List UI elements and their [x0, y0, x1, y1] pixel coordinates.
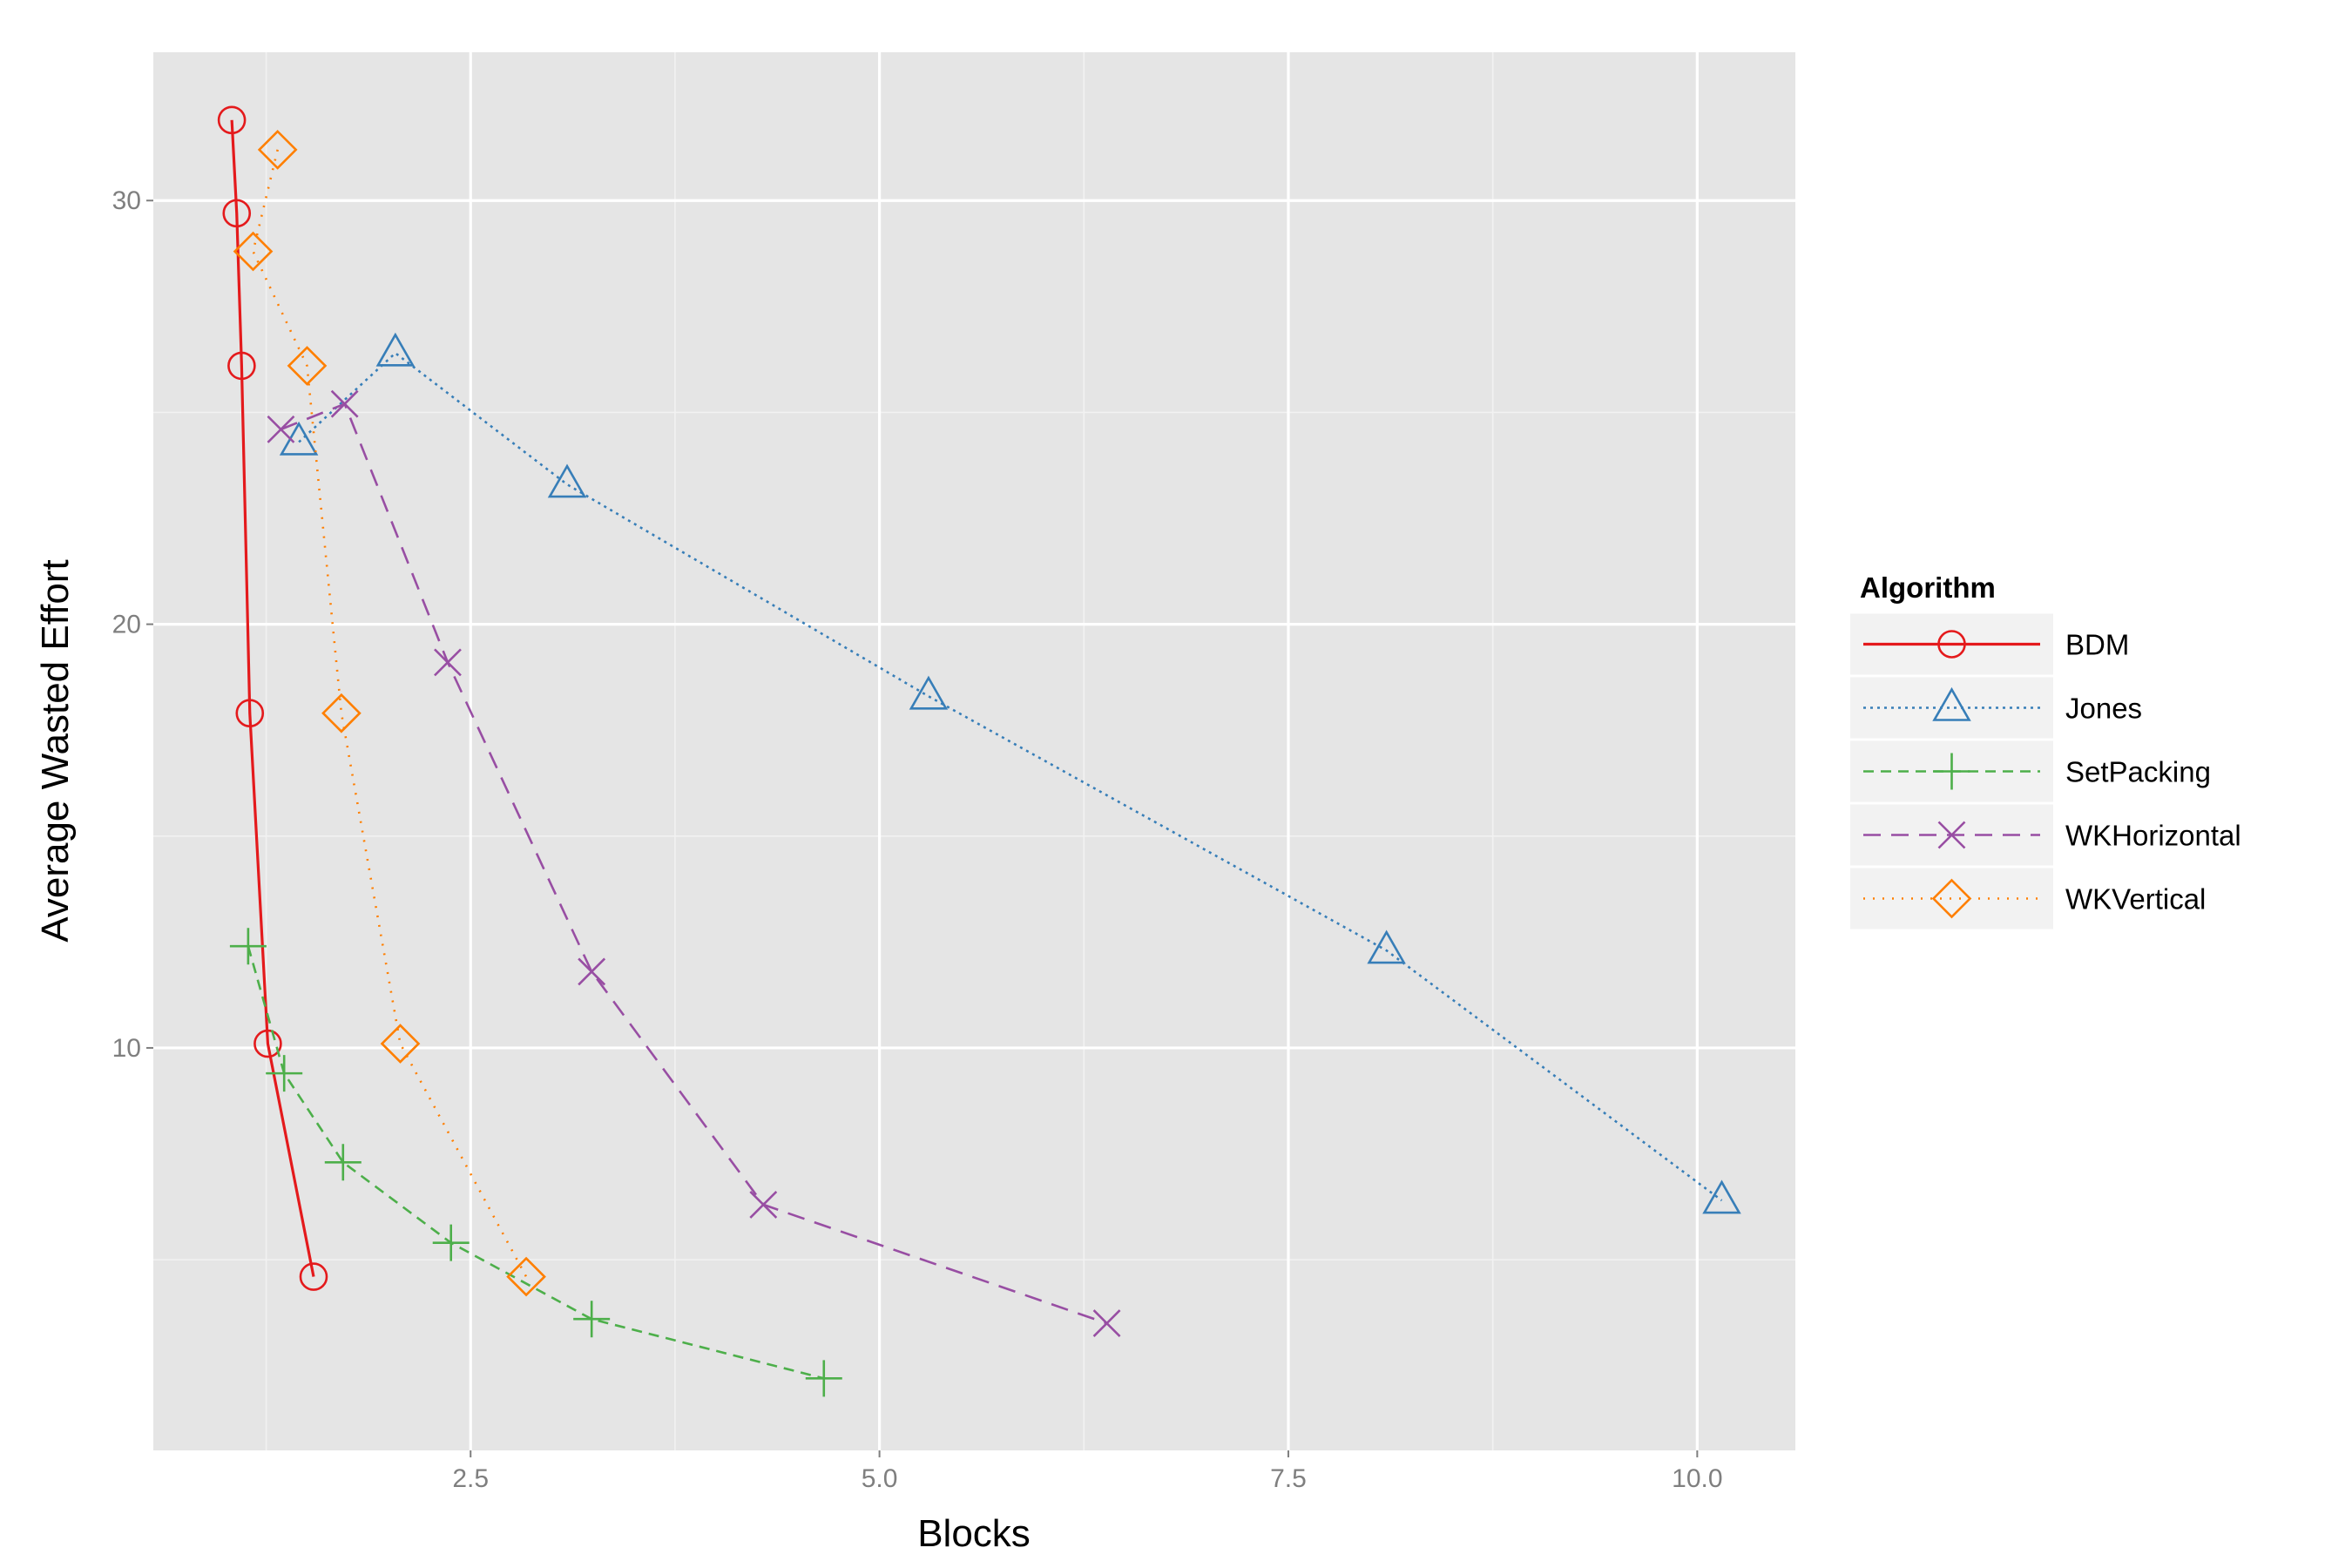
data-point-wkhorizontal	[267, 415, 295, 443]
x-tick-label: 5.0	[862, 1464, 898, 1493]
series-line-setpacking	[247, 945, 825, 1380]
grid-minor	[153, 52, 1795, 1450]
data-point-wkvertical	[287, 346, 328, 386]
data-point-jones	[909, 675, 949, 710]
legend-key-marker	[1933, 753, 1970, 790]
data-point-bdm	[227, 351, 256, 381]
legend-item-bdm: BDM	[1850, 613, 2129, 675]
y-tick-label: 20	[112, 611, 141, 639]
data-point-jones	[1367, 929, 1406, 964]
legend: Algorithm BDM Jones SetPacking WKHorizontal…	[1850, 571, 2241, 929]
data-point-wkhorizontal	[749, 1190, 778, 1219]
series-line-jones	[298, 352, 1723, 1202]
y-tick-label: 30	[112, 186, 141, 215]
data-point-wkvertical	[233, 231, 274, 272]
grid-major	[153, 52, 1795, 1450]
data-point-wkhorizontal	[330, 389, 359, 418]
data-point-bdm	[299, 1262, 328, 1291]
legend-key-marker	[1932, 686, 1971, 721]
series-bdm	[217, 105, 328, 1291]
data-point-setpacking	[805, 1360, 842, 1397]
legend-title: Algorithm	[1860, 571, 1996, 604]
y-axis-title: Average Wasted Effort	[34, 559, 77, 942]
y-tick-label: 10	[112, 1034, 141, 1063]
data-point-jones	[547, 463, 587, 498]
data-point-setpacking	[573, 1301, 611, 1338]
data-point-bdm	[235, 699, 265, 728]
x-tick-label: 10.0	[1672, 1464, 1722, 1493]
series-wkvertical	[233, 130, 546, 1297]
legend-label: WKHorizontal	[2065, 820, 2241, 852]
x-tick-label: 2.5	[452, 1464, 489, 1493]
legend-label: WKVertical	[2065, 883, 2206, 916]
data-point-wkhorizontal	[1092, 1309, 1121, 1338]
legend-key-background	[1850, 677, 2053, 739]
series-setpacking	[229, 928, 842, 1397]
data-point-jones	[1702, 1179, 1741, 1214]
data-point-wkvertical	[321, 693, 362, 733]
x-axis-title: Blocks	[917, 1512, 1031, 1555]
legend-item-wkhorizontal: WKHorizontal	[1850, 804, 2241, 866]
legend-key-marker	[1937, 821, 1966, 849]
legend-key-marker	[1931, 878, 1972, 919]
x-axis: 2.5 5.0 7.5 10.0	[452, 1450, 1723, 1493]
data-point-setpacking	[324, 1144, 362, 1181]
data-point-wkvertical	[257, 130, 298, 170]
legend-label: SetPacking	[2065, 756, 2211, 788]
legend-item-setpacking: SetPacking	[1850, 740, 2211, 802]
data-point-jones	[375, 332, 416, 367]
legend-key-background	[1850, 868, 2053, 929]
panel-background	[153, 52, 1795, 1450]
data-point-setpacking	[266, 1055, 303, 1092]
data-point-wkvertical	[506, 1256, 546, 1297]
x-tick-label: 7.5	[1270, 1464, 1307, 1493]
legend-key-marker	[1937, 630, 1966, 659]
legend-label: BDM	[2065, 629, 2129, 661]
series-layer	[217, 105, 1741, 1397]
data-point-wkhorizontal	[578, 957, 606, 986]
data-point-bdm	[253, 1029, 282, 1058]
data-point-bdm	[222, 199, 252, 228]
data-point-bdm	[217, 105, 247, 135]
series-jones	[279, 332, 1741, 1214]
data-point-wkhorizontal	[434, 648, 462, 677]
data-point-setpacking	[229, 928, 267, 965]
series-line-bdm	[230, 119, 315, 1277]
series-line-wkhorizontal	[280, 402, 1108, 1325]
data-point-wkvertical	[380, 1024, 421, 1064]
series-line-wkvertical	[252, 149, 528, 1278]
legend-label: Jones	[2065, 693, 2142, 725]
y-axis: 10 20 30	[112, 186, 153, 1063]
legend-item-wkvertical: WKVertical	[1850, 868, 2206, 929]
legend-item-jones: Jones	[1850, 677, 2142, 739]
data-point-setpacking	[432, 1224, 470, 1261]
series-wkhorizontal	[267, 389, 1121, 1338]
